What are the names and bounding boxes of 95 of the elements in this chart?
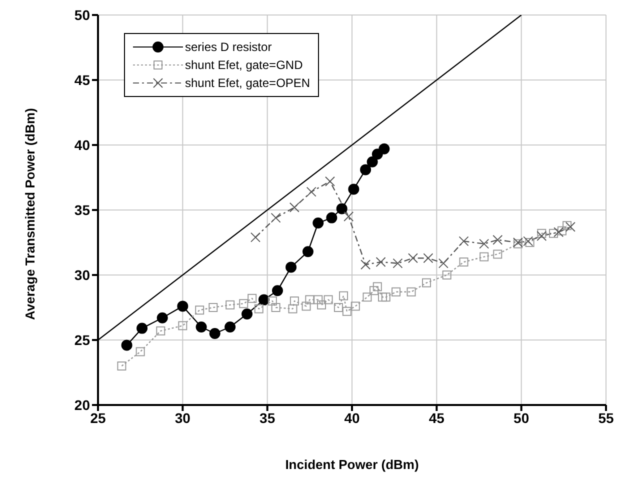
point xyxy=(378,143,390,154)
point xyxy=(271,303,280,312)
point xyxy=(324,295,333,304)
point xyxy=(348,184,360,195)
point xyxy=(334,303,343,312)
point xyxy=(258,294,270,306)
point xyxy=(136,322,148,334)
point xyxy=(242,308,253,320)
point xyxy=(302,302,311,311)
y-tick-label: 40 xyxy=(74,136,90,153)
point xyxy=(305,295,314,304)
point xyxy=(479,238,490,249)
point xyxy=(381,292,390,302)
point xyxy=(326,212,338,224)
point xyxy=(537,228,546,238)
point xyxy=(239,299,248,308)
point xyxy=(289,202,300,212)
point xyxy=(565,222,576,232)
point xyxy=(557,226,566,236)
point xyxy=(442,270,452,280)
point xyxy=(288,304,298,314)
y-tick-label: 25 xyxy=(74,332,90,348)
point xyxy=(344,212,354,222)
point xyxy=(438,258,448,268)
point xyxy=(360,164,372,176)
x-tick-label: 45 xyxy=(428,410,445,426)
point xyxy=(378,292,387,302)
point xyxy=(549,228,558,238)
point xyxy=(121,340,132,351)
point xyxy=(196,322,207,332)
point xyxy=(370,286,379,296)
point xyxy=(336,203,348,214)
y-tick-label: 35 xyxy=(74,202,90,218)
point xyxy=(562,221,572,230)
point xyxy=(254,304,264,314)
point xyxy=(366,156,378,168)
x-axis-title: Incident Power (dBm) xyxy=(285,457,419,472)
legend-label: series D resistor xyxy=(185,40,272,54)
point xyxy=(392,258,403,268)
point xyxy=(458,236,469,246)
point xyxy=(290,296,299,306)
point xyxy=(480,252,489,262)
point xyxy=(136,347,145,356)
legend-label: shunt Efet, gate=OPEN xyxy=(185,76,310,90)
point xyxy=(272,285,283,296)
point xyxy=(324,176,335,186)
point xyxy=(493,250,502,259)
point xyxy=(536,231,547,241)
point xyxy=(350,302,360,311)
x-tick-label: 30 xyxy=(174,410,191,426)
point xyxy=(408,253,418,264)
point xyxy=(342,306,352,316)
x-tick-label: 35 xyxy=(260,410,276,426)
point xyxy=(208,303,218,312)
point xyxy=(209,328,220,339)
point xyxy=(317,300,326,310)
point xyxy=(314,295,323,304)
y-tick-label: 45 xyxy=(74,72,90,88)
y-tick-label: 20 xyxy=(74,396,90,413)
point xyxy=(156,312,168,324)
point xyxy=(306,186,316,197)
point xyxy=(392,287,401,296)
point xyxy=(195,306,204,315)
point xyxy=(117,362,126,370)
point xyxy=(406,287,416,296)
point xyxy=(178,321,188,330)
point xyxy=(248,294,257,303)
y-axis-title: Average Transmitted Power (dBm) xyxy=(22,108,38,320)
point xyxy=(270,212,281,223)
x-tick-label: 55 xyxy=(598,410,614,426)
point xyxy=(376,257,386,267)
point xyxy=(177,300,188,312)
y-tick-label: 30 xyxy=(74,266,90,283)
point xyxy=(372,282,382,292)
point xyxy=(360,260,371,270)
point xyxy=(286,262,297,273)
point xyxy=(422,278,432,288)
point xyxy=(226,300,235,310)
point xyxy=(250,232,260,242)
x-tick-label: 25 xyxy=(90,410,106,426)
point xyxy=(224,322,236,332)
point xyxy=(339,291,348,300)
x-tick-label: 40 xyxy=(344,410,360,426)
point xyxy=(492,234,503,245)
y-tick-label: 50 xyxy=(74,6,90,23)
point xyxy=(312,218,324,228)
point xyxy=(362,292,372,302)
point xyxy=(268,296,277,306)
point xyxy=(156,326,166,336)
point xyxy=(459,258,468,266)
point xyxy=(554,227,564,238)
point xyxy=(302,246,314,258)
legend-label: shunt Efet, gate=GND xyxy=(185,58,303,72)
point xyxy=(423,253,434,264)
x-tick-label: 50 xyxy=(514,410,530,426)
